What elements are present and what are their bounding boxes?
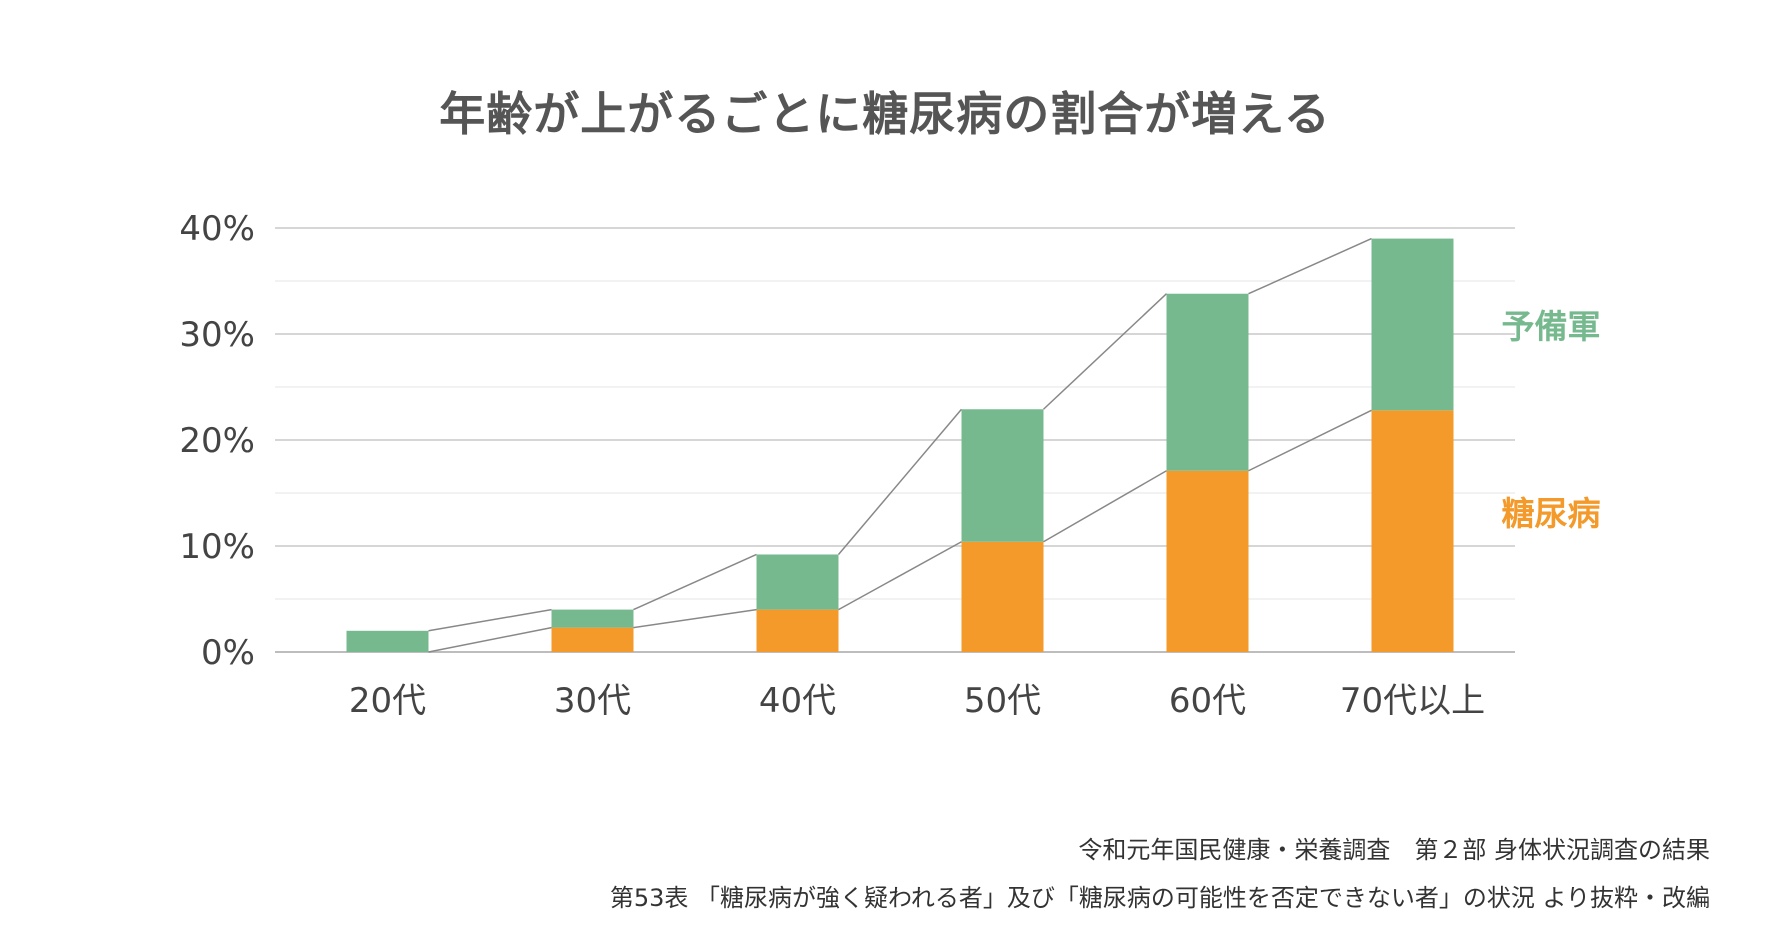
bar-segment-diabetes bbox=[961, 541, 1044, 652]
bar-segment-prediabetes bbox=[756, 554, 839, 610]
bar-segment-diabetes bbox=[756, 609, 839, 652]
x-tick-label: 40代 bbox=[759, 681, 836, 721]
grid-layer bbox=[275, 227, 1515, 653]
y-axis-ticks: 0% 10% 20% 30% 40% bbox=[179, 209, 255, 673]
bar-segment-prediabetes bbox=[346, 630, 429, 652]
bar-segment-prediabetes bbox=[1371, 238, 1454, 411]
y-tick-label: 30% bbox=[179, 315, 255, 355]
source-line-2: 第53表 「糖尿病が強く疑われる者」及び「糖尿病の可能性を否定できない者」の状況… bbox=[609, 884, 1710, 912]
connector-line bbox=[633, 553, 757, 611]
bar-segment-prediabetes bbox=[551, 609, 634, 628]
bar-segment-diabetes bbox=[551, 627, 634, 652]
source-line-1: 令和元年国民健康・栄養調査 第２部 身体状況調査の結果 bbox=[1078, 836, 1710, 864]
connector-line bbox=[1248, 409, 1372, 472]
x-tick-label: 50代 bbox=[964, 681, 1041, 721]
y-tick-label: 40% bbox=[179, 209, 255, 249]
x-tick-label: 70代以上 bbox=[1340, 681, 1485, 721]
connector-line bbox=[1042, 293, 1168, 410]
connector-line bbox=[633, 608, 757, 629]
legend-label-prediabetes: 予備軍 bbox=[1502, 307, 1601, 346]
x-axis-ticks: 20代 30代 40代 50代 60代 70代以上 bbox=[349, 681, 1485, 721]
connector-line bbox=[428, 626, 552, 653]
connector-line bbox=[428, 608, 552, 632]
chart-title: 年齢が上がるごとに糖尿病の割合が増える bbox=[439, 87, 1331, 141]
y-tick-label: 0% bbox=[201, 633, 255, 673]
x-tick-label: 60代 bbox=[1169, 681, 1246, 721]
x-tick-label: 30代 bbox=[554, 681, 631, 721]
bar-segment-prediabetes bbox=[1166, 293, 1249, 471]
bar-layer bbox=[346, 238, 1454, 652]
bar-segment-prediabetes bbox=[961, 409, 1044, 542]
connector-line bbox=[837, 408, 963, 555]
connector-line bbox=[1043, 470, 1167, 543]
y-tick-label: 10% bbox=[179, 527, 255, 567]
y-tick-label: 20% bbox=[179, 421, 255, 461]
connector-line bbox=[1248, 237, 1372, 295]
bar-segment-diabetes bbox=[1371, 410, 1454, 652]
legend-label-diabetes: 糖尿病 bbox=[1502, 494, 1601, 533]
x-tick-label: 20代 bbox=[349, 681, 426, 721]
connector-line bbox=[838, 541, 962, 611]
connector-layer bbox=[428, 237, 1372, 653]
bar-segment-diabetes bbox=[1166, 470, 1249, 652]
